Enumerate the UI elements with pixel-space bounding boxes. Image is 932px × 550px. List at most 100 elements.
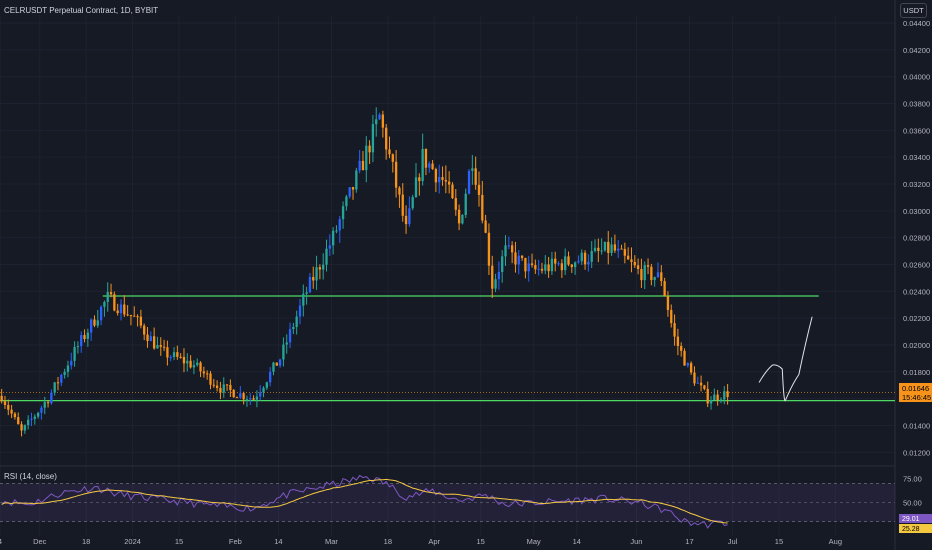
candle: [461, 214, 464, 225]
candle-body: [325, 248, 328, 265]
candle: [262, 386, 265, 398]
candle-body: [501, 256, 504, 273]
candle: [66, 360, 70, 378]
rsi-title[interactable]: RSI (14, close): [4, 472, 57, 481]
candle: [540, 262, 544, 274]
candle-body: [206, 373, 209, 375]
candle: [361, 150, 365, 171]
candle-body: [650, 266, 653, 281]
time-axis[interactable]: 4 Dec 18 2024 15 Feb 14 Mar 18 Apr 15 May 14 Jun 17 Jul…: [0, 537, 842, 546]
candle-body: [527, 263, 530, 272]
candle-body: [103, 301, 106, 307]
user-drawing[interactable]: [758, 316, 813, 402]
candle: [444, 165, 448, 194]
candle: [643, 261, 646, 289]
time-tick-label: 14: [274, 537, 282, 546]
last-price-countdown: 15:46:45: [902, 393, 931, 402]
candle: [149, 331, 152, 342]
candle: [96, 309, 99, 328]
horizontal-levels[interactable]: [0, 295, 895, 402]
candle: [245, 395, 249, 407]
candle-body: [338, 219, 341, 231]
candle: [156, 336, 159, 349]
candle: [229, 379, 232, 397]
candle: [182, 348, 186, 373]
candle-body: [30, 418, 33, 420]
candle: [232, 388, 235, 398]
candle-body: [113, 294, 116, 311]
candle: [86, 328, 90, 347]
candle-body: [454, 198, 457, 210]
candle: [467, 169, 471, 195]
candle-body: [262, 387, 265, 393]
candle-body: [593, 247, 597, 251]
candle-body: [3, 401, 7, 405]
candle-body: [557, 263, 560, 265]
candle-body: [421, 148, 424, 182]
time-tick-label: Jul: [728, 537, 738, 546]
candle: [617, 240, 620, 258]
candle: [209, 371, 212, 390]
candle-body: [159, 345, 162, 347]
candle: [341, 201, 345, 229]
rsi-axis[interactable]: 75.00 50.00: [903, 475, 922, 508]
time-tick-label: May: [527, 537, 541, 546]
candle: [318, 264, 322, 280]
candle: [564, 248, 567, 275]
candle-body: [560, 263, 564, 271]
candle: [557, 261, 560, 267]
candle: [580, 249, 583, 265]
candle-body: [554, 258, 557, 264]
candle: [378, 112, 381, 121]
candle-body: [43, 402, 46, 408]
candle: [30, 412, 33, 426]
candle: [278, 358, 282, 368]
candle: [172, 347, 176, 361]
rsi-line: [1, 474, 728, 529]
candle: [497, 261, 501, 290]
candle: [345, 194, 348, 211]
candle: [414, 163, 418, 198]
candle-body: [587, 261, 590, 265]
time-tick-label: Aug: [829, 537, 842, 546]
candle: [434, 167, 438, 193]
candle-body: [282, 344, 285, 360]
candle-body: [600, 250, 603, 252]
candle: [424, 148, 428, 176]
candle: [355, 167, 358, 193]
candle-body: [192, 365, 196, 368]
candle: [129, 314, 133, 326]
candle-body: [424, 148, 428, 168]
candle: [650, 263, 653, 286]
freehand-projection-line[interactable]: [758, 316, 813, 402]
candle-body: [229, 385, 232, 391]
candle: [524, 257, 527, 279]
candle-body: [447, 181, 451, 185]
candle-body: [520, 255, 524, 259]
candle: [464, 188, 467, 218]
candle-body: [680, 345, 683, 351]
candle: [633, 255, 636, 268]
candle-body: [418, 177, 421, 182]
candle: [235, 396, 239, 399]
candle: [10, 404, 13, 419]
price-tick-label: 0.02400: [903, 287, 930, 296]
candle: [222, 377, 225, 398]
price-tick-label: 0.03200: [903, 180, 930, 189]
currency-button[interactable]: USDT: [900, 3, 927, 18]
candle: [99, 305, 103, 326]
symbol-title[interactable]: CELRUSDT Perpetual Contract, 1D, BYBIT: [4, 6, 159, 15]
candle: [192, 360, 196, 375]
candle: [686, 362, 689, 368]
candle: [593, 239, 597, 253]
candle: [159, 337, 162, 356]
candle-body: [368, 145, 371, 153]
candle: [133, 306, 136, 317]
candle-body: [33, 416, 36, 419]
candle-body: [331, 230, 335, 246]
candle: [126, 305, 129, 317]
candle-body: [275, 362, 278, 366]
candle-body: [99, 306, 103, 321]
candle: [272, 361, 275, 376]
